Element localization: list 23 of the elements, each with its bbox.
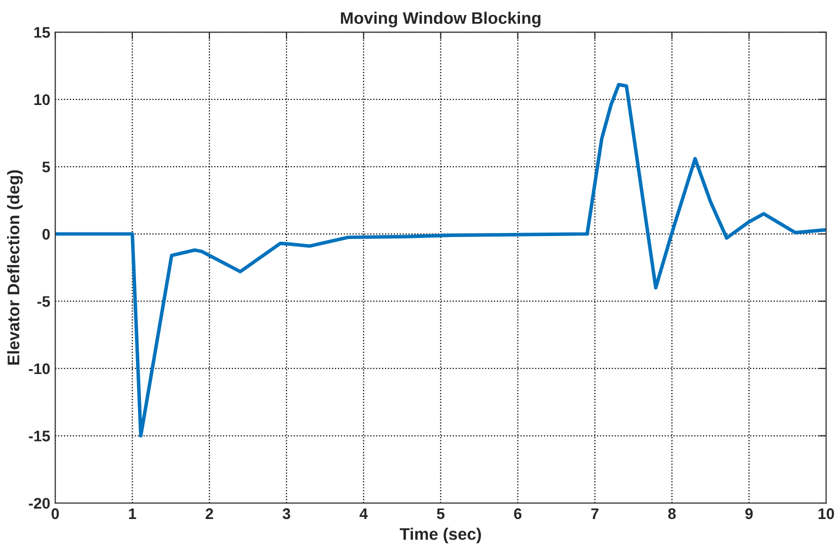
y-tick-label: 10	[34, 94, 50, 106]
x-tick-label: 3	[282, 508, 290, 520]
y-tick-label: 0	[42, 228, 50, 240]
x-tick-label: 7	[591, 508, 598, 519]
y-tick-label: -20	[28, 498, 50, 509]
x-tick-label: 9	[745, 508, 753, 520]
x-tick-label: 6	[514, 508, 522, 520]
x-tick-label: 2	[206, 508, 214, 519]
y-tick-label: -5	[37, 296, 50, 307]
y-tick-label: 15	[34, 27, 50, 38]
x-tick-label: 5	[436, 508, 445, 520]
x-tick-label: 4	[360, 508, 368, 519]
chart-title: Moving Window Blocking	[340, 12, 540, 28]
x-tick-label: 0	[52, 508, 59, 520]
y-tick-label: -15	[28, 430, 50, 442]
x-axis-title: Time (sec)	[400, 528, 481, 544]
y-axis-title: Elevator Deflection (deg)	[7, 170, 23, 365]
y-tick-label: -10	[28, 363, 50, 374]
x-tick-label: 1	[129, 508, 136, 519]
x-tick-label: 10	[818, 508, 834, 520]
line-series	[55, 82, 826, 438]
x-tick-label: 8	[668, 508, 676, 520]
y-tick-label: 5	[42, 162, 50, 172]
